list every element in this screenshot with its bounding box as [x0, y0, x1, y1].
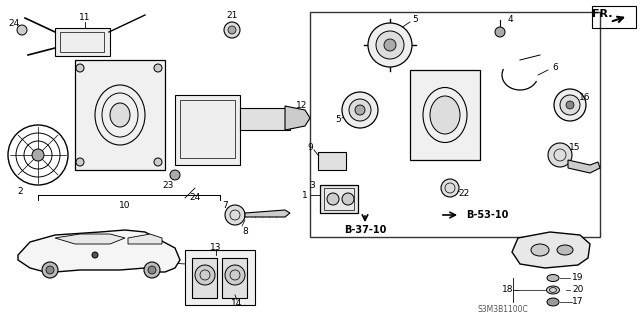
Circle shape — [342, 92, 378, 128]
Circle shape — [384, 39, 396, 51]
Bar — [222, 258, 247, 298]
Polygon shape — [245, 210, 290, 217]
Bar — [318, 152, 346, 170]
Bar — [324, 188, 354, 210]
Polygon shape — [568, 160, 600, 173]
Circle shape — [495, 27, 505, 37]
Ellipse shape — [547, 298, 559, 306]
Text: 9: 9 — [307, 144, 313, 152]
Circle shape — [92, 252, 98, 258]
Circle shape — [170, 170, 180, 180]
Text: 12: 12 — [296, 100, 308, 109]
Text: 2: 2 — [17, 188, 23, 197]
Circle shape — [368, 23, 412, 67]
Text: 21: 21 — [227, 11, 237, 20]
Bar — [192, 258, 217, 298]
Circle shape — [154, 64, 162, 72]
Ellipse shape — [110, 103, 130, 127]
Circle shape — [46, 266, 54, 274]
Text: 19: 19 — [572, 273, 584, 283]
Text: 5: 5 — [412, 16, 418, 25]
Text: 3: 3 — [309, 181, 315, 189]
Text: 10: 10 — [119, 201, 131, 210]
Text: 22: 22 — [458, 189, 470, 198]
Bar — [55, 28, 110, 56]
Circle shape — [548, 143, 572, 167]
Text: 11: 11 — [79, 13, 91, 23]
Text: 16: 16 — [579, 93, 591, 102]
Text: B-53-10: B-53-10 — [466, 210, 508, 220]
Polygon shape — [512, 232, 590, 268]
Text: 8: 8 — [242, 227, 248, 236]
Bar — [60, 32, 104, 52]
Circle shape — [441, 179, 459, 197]
Circle shape — [355, 105, 365, 115]
Bar — [175, 95, 240, 165]
Circle shape — [376, 31, 404, 59]
Ellipse shape — [557, 245, 573, 255]
Bar — [592, 6, 636, 28]
Circle shape — [554, 89, 586, 121]
Ellipse shape — [531, 244, 549, 256]
Circle shape — [144, 262, 160, 278]
Polygon shape — [18, 230, 180, 272]
Circle shape — [349, 99, 371, 121]
Text: 6: 6 — [552, 63, 558, 72]
Polygon shape — [55, 234, 125, 244]
Circle shape — [225, 265, 245, 285]
Bar — [410, 70, 480, 160]
Circle shape — [342, 193, 354, 205]
Text: 17: 17 — [572, 298, 584, 307]
Text: 1: 1 — [302, 190, 308, 199]
Text: 24: 24 — [189, 194, 200, 203]
Ellipse shape — [547, 286, 559, 294]
Text: 14: 14 — [231, 299, 243, 308]
Text: 18: 18 — [502, 286, 514, 294]
Circle shape — [148, 266, 156, 274]
Text: 20: 20 — [572, 286, 584, 294]
Text: FR.: FR. — [592, 9, 612, 19]
Text: B-37-10: B-37-10 — [344, 225, 386, 235]
Bar — [310, 12, 600, 237]
Circle shape — [224, 22, 240, 38]
Text: 7: 7 — [222, 202, 228, 211]
Bar — [75, 60, 165, 170]
Circle shape — [154, 158, 162, 166]
Circle shape — [195, 265, 215, 285]
Text: 15: 15 — [569, 144, 580, 152]
Circle shape — [560, 95, 580, 115]
Text: 13: 13 — [211, 243, 221, 253]
Circle shape — [225, 205, 245, 225]
Bar — [320, 185, 358, 213]
Text: S3M3B1100C: S3M3B1100C — [477, 306, 529, 315]
Circle shape — [42, 262, 58, 278]
Ellipse shape — [430, 96, 460, 134]
Circle shape — [17, 25, 27, 35]
Polygon shape — [128, 234, 162, 244]
Bar — [180, 100, 235, 158]
Polygon shape — [285, 106, 310, 130]
Text: 24: 24 — [8, 19, 20, 28]
Circle shape — [76, 64, 84, 72]
Circle shape — [32, 149, 44, 161]
Circle shape — [327, 193, 339, 205]
Text: 4: 4 — [507, 16, 513, 25]
Ellipse shape — [547, 275, 559, 281]
Bar — [240, 108, 290, 130]
Text: 5: 5 — [335, 115, 341, 124]
Circle shape — [228, 26, 236, 34]
Circle shape — [76, 158, 84, 166]
Circle shape — [566, 101, 574, 109]
Text: 23: 23 — [163, 182, 173, 190]
Bar — [185, 250, 255, 305]
